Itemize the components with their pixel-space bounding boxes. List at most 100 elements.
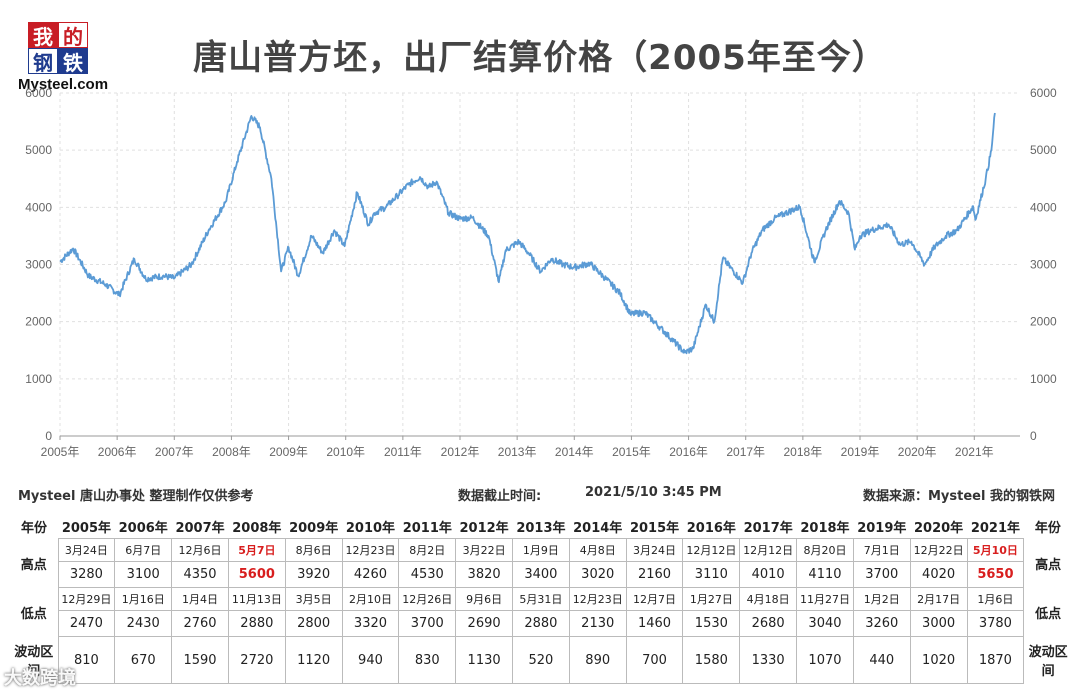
range-value-cell: 520	[512, 636, 570, 684]
low-value-cell: 2130	[568, 610, 627, 637]
range-value-cell: 700	[625, 636, 684, 684]
row-label: 高点	[1035, 557, 1062, 573]
price-series-line	[59, 112, 996, 355]
range-value-cell: 940	[341, 636, 400, 684]
row-label: 高点	[20, 557, 47, 573]
row-label: 波动区间	[14, 645, 54, 679]
y-tick-label-left: 5000	[25, 143, 52, 157]
high-date-cell: 6月7日	[114, 538, 173, 562]
low-value-cell: 2430	[114, 610, 173, 637]
high-value-cell: 5600	[227, 561, 286, 588]
low-value-cell: 2880	[512, 610, 570, 637]
high-date-cell: 5月10日	[966, 538, 1025, 562]
x-tick-label: 2016年	[669, 445, 708, 459]
low-value-cell: 3040	[796, 610, 854, 637]
year-header: 2005年	[61, 520, 111, 536]
high-date-cell: 12月23日	[341, 538, 400, 562]
logo-char: 钢	[28, 48, 58, 75]
range-value-cell: 1580	[682, 636, 741, 684]
high-date-cell: 4月8日	[568, 538, 627, 562]
low-date-cell: 12月7日	[625, 587, 684, 611]
x-tick-label: 2005年	[41, 445, 80, 459]
y-tick-label-right: 0	[1030, 429, 1037, 443]
high-value-cell: 4020	[909, 561, 968, 588]
y-tick-label-left: 0	[45, 429, 52, 443]
low-value-cell: 2680	[739, 610, 798, 637]
info-cutoff-label: 数据截止时间:	[458, 489, 542, 504]
high-value-cell: 3100	[114, 561, 173, 588]
info-cutoff-value: 2021/5/10 3:45 PM	[585, 485, 722, 500]
x-tick-label: 2019年	[841, 445, 880, 459]
x-tick-label: 2012年	[441, 445, 480, 459]
low-date-cell: 12月26日	[398, 587, 457, 611]
year-header: 2013年	[516, 520, 566, 536]
range-value-cell: 440	[852, 636, 911, 684]
high-date-cell: 12月6日	[171, 538, 229, 562]
watermark-text: 大数跨境	[4, 668, 76, 689]
high-value-cell: 3920	[284, 561, 343, 588]
row-label: 年份	[20, 520, 47, 536]
high-value-cell: 4350	[171, 561, 229, 588]
range-value-cell: 890	[568, 636, 627, 684]
row-label: 年份	[1034, 520, 1061, 536]
high-date-cell: 8月6日	[284, 538, 343, 562]
x-tick-label: 2017年	[726, 445, 765, 459]
range-value-cell: 1590	[171, 636, 229, 684]
high-value-cell: 3280	[57, 561, 116, 588]
y-tick-label-right: 1000	[1030, 372, 1057, 386]
low-value-cell: 3780	[966, 610, 1025, 637]
high-value-cell: 4110	[796, 561, 854, 588]
high-value-cell: 3820	[455, 561, 513, 588]
logo-char: 铁	[58, 48, 88, 75]
year-header: 2011年	[402, 520, 452, 536]
low-date-cell: 1月27日	[682, 587, 741, 611]
y-tick-label-right: 3000	[1030, 258, 1057, 272]
high-date-cell: 3月24日	[625, 538, 684, 562]
row-label: 低点	[1035, 606, 1062, 622]
year-header: 2019年	[857, 520, 907, 536]
low-date-cell: 2月17日	[909, 587, 968, 611]
year-header: 2016年	[686, 520, 736, 536]
high-value-cell: 5650	[966, 561, 1025, 588]
range-value-cell: 1120	[284, 636, 343, 684]
low-value-cell: 2800	[284, 610, 343, 637]
range-value-cell: 1020	[909, 636, 968, 684]
range-value-cell: 2720	[227, 636, 286, 684]
y-tick-label-right: 4000	[1030, 200, 1057, 214]
x-tick-label: 2021年	[955, 445, 994, 459]
low-value-cell: 1460	[625, 610, 684, 637]
year-header: 2017年	[743, 520, 793, 536]
low-value-cell: 1530	[682, 610, 741, 637]
logo-char: 的	[58, 22, 88, 49]
y-tick-label-left: 6000	[25, 86, 52, 100]
yearly-summary-table: 年份 2005年 2006年 2007年 2008年 2009年 2010年 2011年 201…	[10, 514, 1072, 684]
low-value-cell: 3700	[398, 610, 457, 637]
high-value-cell: 3400	[512, 561, 570, 588]
x-tick-label: 2009年	[269, 445, 308, 459]
range-value-cell: 1070	[796, 636, 854, 684]
x-tick-label: 2018年	[784, 445, 823, 459]
low-date-cell: 12月23日	[568, 587, 627, 611]
high-value-cell: 3700	[852, 561, 911, 588]
high-date-cell: 12月12日	[682, 538, 741, 562]
low-value-cell: 2690	[455, 610, 513, 637]
year-header: 2015年	[629, 520, 680, 536]
y-tick-label-left: 4000	[25, 200, 52, 214]
info-credit: Mysteel 唐山办事处 整理制作仅供参考	[18, 489, 254, 504]
high-date-cell: 3月24日	[57, 538, 116, 562]
year-header: 2018年	[800, 520, 850, 536]
low-date-cell: 11月13日	[227, 587, 286, 611]
year-header: 2010年	[345, 520, 396, 536]
range-value-cell: 1130	[455, 636, 513, 684]
y-tick-label-left: 3000	[25, 258, 52, 272]
high-value-cell: 4260	[341, 561, 400, 588]
high-date-cell: 12月12日	[739, 538, 798, 562]
y-tick-label-right: 2000	[1030, 315, 1057, 329]
x-tick-label: 2008年	[212, 445, 251, 459]
low-date-cell: 3月5日	[284, 587, 343, 611]
high-date-cell: 8月20日	[796, 538, 854, 562]
high-date-cell: 1月9日	[512, 538, 570, 562]
high-date-cell: 5月7日	[227, 538, 286, 562]
high-date-cell: 8月2日	[398, 538, 457, 562]
year-header: 2014年	[573, 520, 623, 536]
